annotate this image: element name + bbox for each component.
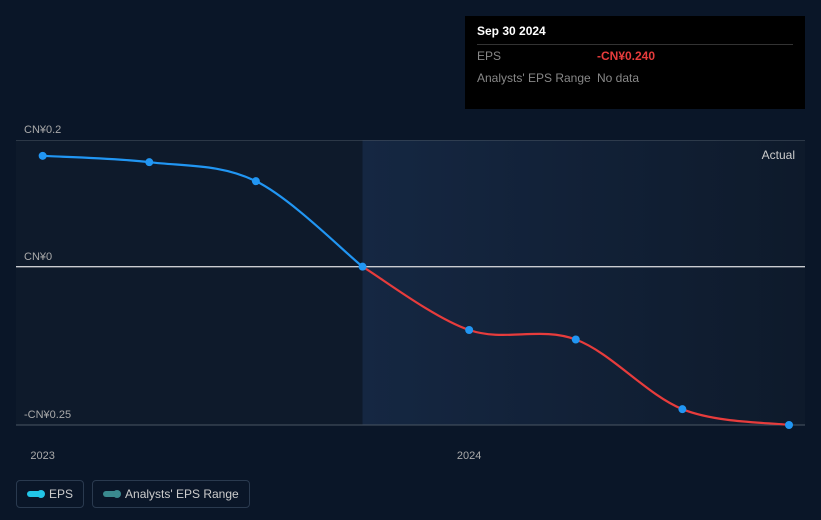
y-axis-label: -CN¥0.25 — [24, 409, 71, 421]
tooltip-title: Sep 30 2024 — [477, 24, 793, 45]
tooltip-row: Analysts' EPS RangeNo data — [477, 67, 793, 89]
tooltip-row: EPS-CN¥0.240 — [477, 45, 793, 67]
legend: EPS Analysts' EPS Range — [16, 480, 250, 508]
legend-swatch — [103, 491, 119, 497]
x-axis-label: 2023 — [30, 450, 54, 462]
tooltip: Sep 30 2024 EPS-CN¥0.240Analysts' EPS Ra… — [465, 16, 805, 109]
eps-line-chart — [16, 140, 805, 440]
x-axis-label: 2024 — [457, 450, 481, 462]
tooltip-value: No data — [597, 71, 639, 85]
legend-item-1[interactable]: Analysts' EPS Range — [92, 480, 250, 508]
y-axis-label: CN¥0 — [24, 251, 52, 263]
legend-label: Analysts' EPS Range — [125, 487, 239, 501]
tooltip-label: Analysts' EPS Range — [477, 71, 597, 85]
tooltip-value: -CN¥0.240 — [597, 49, 655, 63]
legend-item-0[interactable]: EPS — [16, 480, 84, 508]
chart-area[interactable]: CN¥0.2CN¥0-CN¥0.25 20232024 Actual — [16, 140, 805, 440]
actual-region-label: Actual — [762, 148, 795, 162]
legend-label: EPS — [49, 487, 73, 501]
chart-container: Sep 30 2024 EPS-CN¥0.240Analysts' EPS Ra… — [0, 0, 821, 520]
y-axis-label: CN¥0.2 — [24, 124, 61, 136]
legend-swatch — [27, 491, 43, 497]
tooltip-label: EPS — [477, 49, 597, 63]
